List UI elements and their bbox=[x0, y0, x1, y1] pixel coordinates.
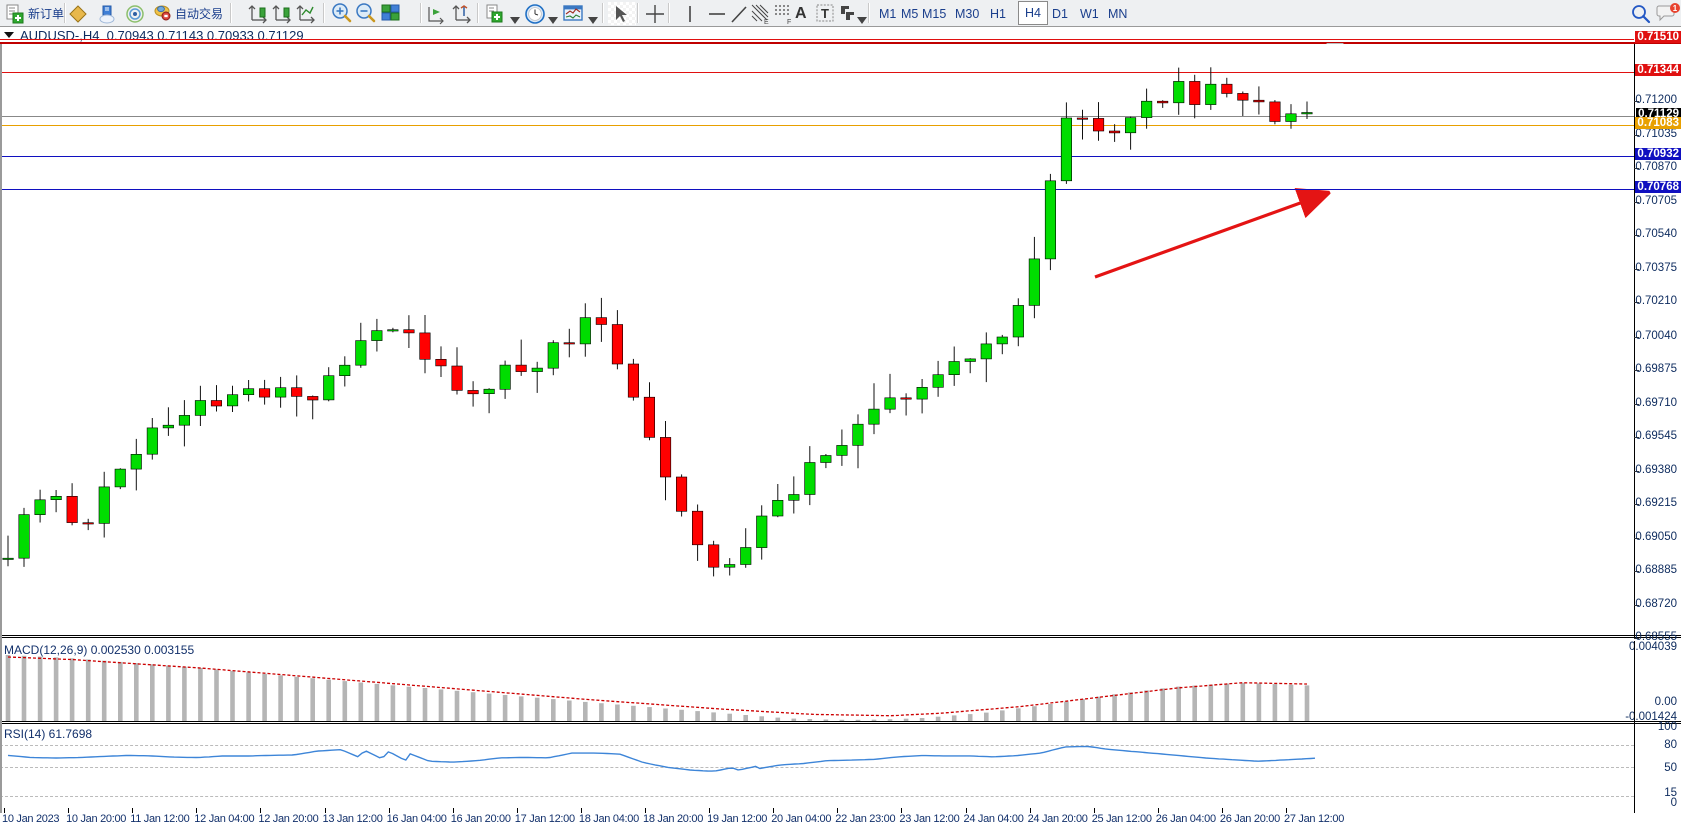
svg-text:E: E bbox=[764, 19, 769, 25]
svg-text:T: T bbox=[821, 6, 829, 21]
svg-text:F: F bbox=[787, 19, 791, 25]
svg-text:1: 1 bbox=[1673, 4, 1678, 13]
